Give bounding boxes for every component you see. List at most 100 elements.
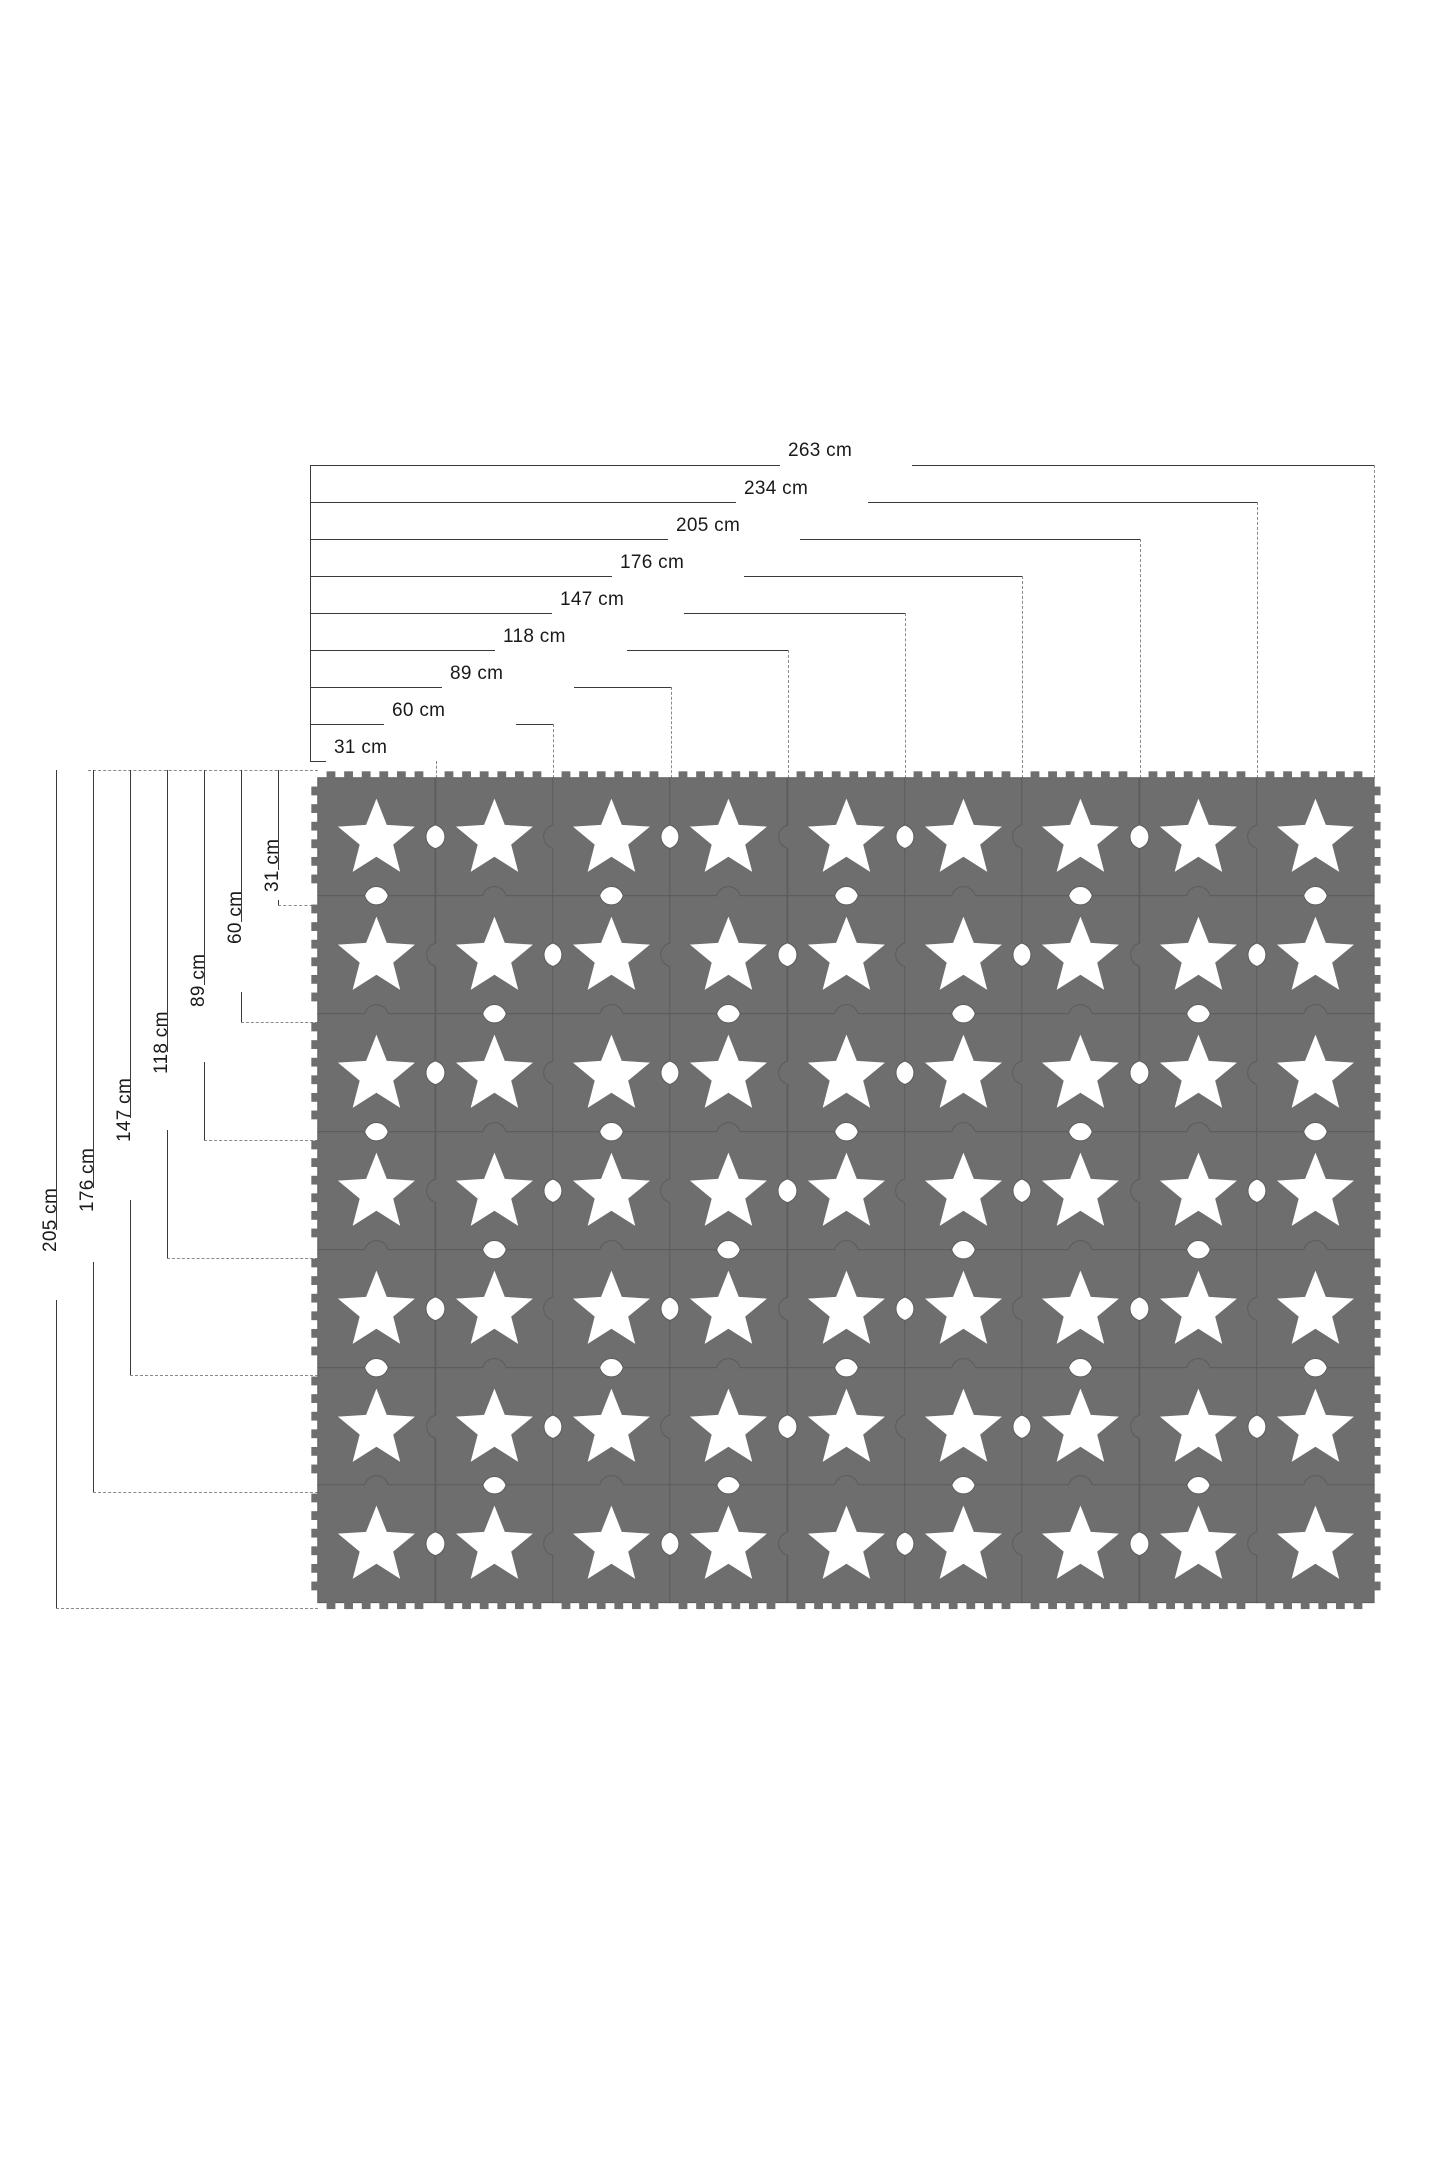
star-icon <box>924 1270 1002 1344</box>
dim-line-v31-upper <box>278 770 279 870</box>
star-icon <box>338 798 416 873</box>
dim-label-vertical-118: 118 cm <box>151 1011 172 1074</box>
mat-tile-shape <box>1012 771 1140 897</box>
dim-top-anchor <box>88 770 318 771</box>
dim-line-147-right <box>684 613 905 614</box>
star-icon <box>807 1152 885 1226</box>
star-icon <box>924 1152 1002 1226</box>
star-icon <box>807 916 885 990</box>
mat-tile <box>1256 895 1381 1024</box>
mat-tile-shape <box>1012 1475 1140 1610</box>
dim-label-horizontal-234: 234 cm <box>744 478 809 499</box>
mat-tile <box>311 1239 436 1368</box>
star-icon <box>690 916 768 990</box>
star-icon <box>572 1152 650 1226</box>
dim-label-horizontal-118: 118 cm <box>503 626 566 647</box>
mat-tile <box>434 771 563 906</box>
dim-line-205-left <box>310 539 668 540</box>
mat-tile <box>311 895 445 1024</box>
mat-tile-shape <box>311 1239 436 1368</box>
dim-line-31-left <box>310 761 326 762</box>
dim-line-v176-lower <box>93 1262 94 1492</box>
mat-tile <box>1247 1004 1381 1133</box>
mat-tile-shape <box>434 771 563 906</box>
star-icon <box>690 1152 768 1226</box>
mat-tile <box>543 771 671 897</box>
star-icon <box>1159 1506 1237 1580</box>
dim-line-v118-upper <box>167 770 168 1052</box>
mat-tile-shape <box>543 1475 671 1610</box>
dim-line-60-left <box>310 724 384 725</box>
mat-tile-shape <box>669 1484 797 1610</box>
star-icon <box>807 798 885 873</box>
mat-tile-shape <box>1247 1475 1381 1610</box>
star-icon <box>572 916 650 990</box>
dim-tick-v118 <box>167 1258 318 1259</box>
dim-tick-v89 <box>204 1140 318 1141</box>
dim-tick-263 <box>1374 465 1375 778</box>
dim-line-205-right <box>800 539 1140 540</box>
mat-tile-shape <box>311 1475 436 1610</box>
dim-label-vertical-205: 205 cm <box>40 1187 61 1252</box>
star-icon <box>1159 1034 1237 1108</box>
mat-tile-shape <box>434 1484 563 1610</box>
star-icon <box>1276 798 1354 873</box>
mat-tile-shape <box>1247 1239 1381 1368</box>
mat-tile-shape <box>311 895 445 1024</box>
star-icon <box>1042 1388 1120 1462</box>
star-icon <box>807 1270 885 1344</box>
dim-line-234-right <box>868 502 1257 503</box>
dim-label-vertical-31: 31 cm <box>262 838 283 892</box>
dim-tick-147 <box>905 613 906 778</box>
dim-tick-v176 <box>93 1492 318 1493</box>
dim-label-vertical-147: 147 cm <box>114 1077 135 1142</box>
mat-tile-shape <box>777 771 906 897</box>
star-icon <box>924 916 1002 990</box>
mat-tile <box>1012 771 1140 897</box>
dim-line-v89-lower <box>204 1062 205 1140</box>
dim-label-vertical-89: 89 cm <box>188 953 209 1007</box>
star-icon <box>1159 1388 1237 1462</box>
dim-line-176-right <box>744 576 1022 577</box>
dim-line-v31-lower <box>278 900 279 905</box>
star-icon <box>690 1034 768 1108</box>
dim-label-horizontal-60: 60 cm <box>392 700 446 721</box>
dim-riser-left-stack <box>310 465 311 761</box>
star-icon <box>338 1152 416 1226</box>
star-icon <box>1276 1152 1354 1226</box>
dim-tick-176 <box>1022 576 1023 778</box>
star-icon <box>690 1388 768 1462</box>
mat-tile-shape <box>311 1366 445 1495</box>
dim-tick-v60 <box>241 1022 318 1023</box>
star-icon <box>1042 798 1120 873</box>
star-icon <box>338 1270 416 1344</box>
star-icon <box>1276 1506 1354 1580</box>
mat-tile-shape <box>311 1131 445 1260</box>
star-icon <box>572 1506 650 1580</box>
star-icon <box>572 1034 650 1108</box>
star-icon <box>572 798 650 873</box>
star-icon <box>690 1270 768 1344</box>
dim-line-263-left <box>310 465 780 466</box>
mat-tile <box>669 1484 797 1610</box>
dim-line-147-left <box>310 613 552 614</box>
dim-tick-v31 <box>278 905 318 906</box>
dim-line-v60-lower <box>241 992 242 1022</box>
dim-tick-60 <box>553 724 554 778</box>
star-icon <box>338 1388 416 1462</box>
star-icon <box>455 1270 533 1344</box>
dim-line-89-right <box>574 687 671 688</box>
star-icon <box>338 1506 416 1580</box>
star-icon <box>1159 916 1237 990</box>
play-mat-grid <box>311 771 1381 1610</box>
star-icon <box>924 798 1002 873</box>
mat-tile-shape <box>904 1484 1032 1610</box>
star-icon <box>807 1506 885 1580</box>
star-icon <box>1042 1270 1120 1344</box>
mat-tile-shape <box>1247 1004 1381 1133</box>
mat-tile <box>777 1475 906 1610</box>
mat-tile <box>777 771 906 897</box>
dim-tick-234 <box>1257 502 1258 778</box>
star-icon <box>924 1506 1002 1580</box>
